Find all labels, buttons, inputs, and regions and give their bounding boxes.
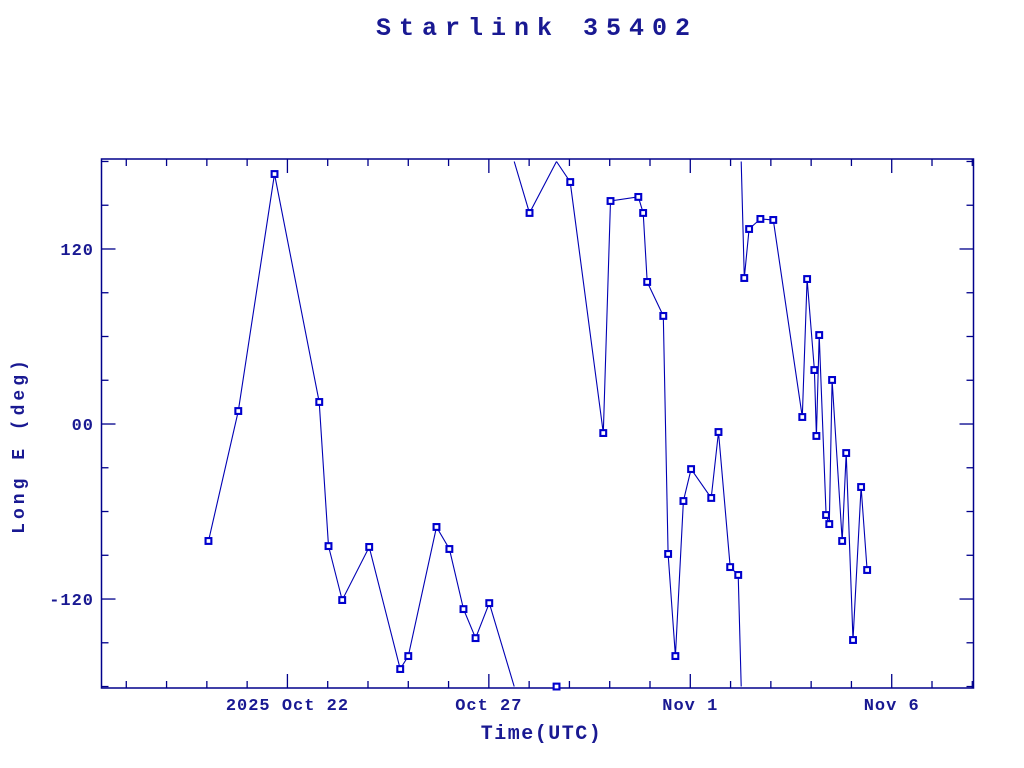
- plot-frame: [100, 158, 975, 689]
- x-tick-label: Nov 1: [662, 697, 718, 716]
- data-point-marker: [234, 407, 243, 415]
- data-point-marker: [432, 523, 441, 531]
- y-tick-label: 120: [60, 242, 94, 261]
- data-point-marker: [857, 483, 866, 491]
- data-point-marker: [445, 545, 454, 553]
- data-point-marker: [734, 571, 743, 579]
- y-tick-label: 00: [72, 417, 94, 436]
- data-point-marker: [324, 542, 333, 551]
- data-point-marker: [552, 682, 561, 691]
- data-point-marker: [707, 494, 716, 502]
- data-point-marker: [803, 275, 812, 283]
- data-point-marker: [842, 449, 851, 457]
- chart-title: Starlink 35402: [375, 14, 699, 43]
- data-point-marker: [404, 652, 413, 661]
- data-point-marker: [769, 216, 778, 224]
- data-point-marker: [812, 432, 821, 440]
- data-point-marker: [825, 520, 834, 529]
- data-point-marker: [471, 634, 480, 643]
- data-point-marker: [485, 599, 494, 608]
- x-tick-label: 2025 Oct 22: [226, 697, 349, 716]
- data-point-marker: [740, 274, 749, 282]
- data-point-marker: [745, 225, 754, 233]
- data-point-marker: [671, 652, 680, 661]
- data-point-marker: [726, 563, 735, 572]
- data-point-marker: [798, 413, 807, 421]
- data-point-marker: [270, 170, 279, 178]
- data-point-marker: [639, 209, 648, 217]
- data-point-marker: [679, 497, 688, 505]
- data-point-marker: [822, 511, 831, 519]
- data-point-marker: [838, 537, 847, 545]
- data-line: [207, 161, 868, 687]
- data-point-marker: [396, 665, 405, 673]
- data-point-marker: [634, 192, 643, 201]
- data-point-marker: [599, 429, 608, 438]
- data-point-marker: [315, 398, 324, 406]
- data-point-marker: [664, 550, 673, 558]
- data-point-marker: [828, 376, 837, 384]
- data-point-marker: [566, 178, 575, 186]
- data-point-marker: [756, 214, 765, 223]
- data-point-marker: [525, 209, 534, 217]
- x-tick-label: Nov 6: [864, 697, 920, 716]
- data-point-marker: [849, 636, 857, 644]
- data-point-marker: [606, 197, 615, 205]
- y-axis-title: Long E (deg): [10, 356, 30, 534]
- data-point-marker: [204, 537, 213, 545]
- data-point-marker: [643, 278, 652, 286]
- data-point-marker: [459, 605, 468, 614]
- x-tick-label: Oct 27: [455, 697, 522, 716]
- data-point-marker: [659, 311, 668, 320]
- data-point-marker: [810, 366, 819, 374]
- data-point-marker: [714, 428, 723, 436]
- data-point-marker: [338, 596, 347, 605]
- data-point-marker: [687, 465, 696, 474]
- data-point-marker: [863, 566, 872, 574]
- y-tick-label: -120: [49, 592, 94, 611]
- data-point-marker: [815, 331, 824, 339]
- data-point-marker: [365, 543, 374, 551]
- x-axis-title: Time(UTC): [481, 723, 603, 746]
